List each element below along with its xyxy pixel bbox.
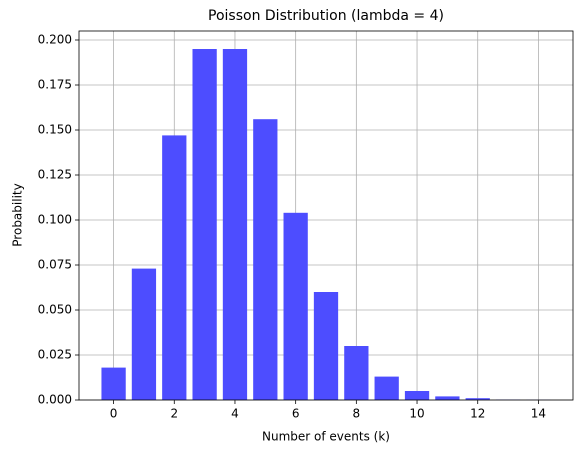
bar (435, 396, 460, 400)
bar (192, 49, 217, 400)
y-tick-label: 0.075 (38, 258, 72, 272)
plot-frame (78, 30, 574, 401)
x-axis-label: Number of events (k) (262, 430, 390, 444)
y-tick-label: 0.175 (38, 78, 72, 92)
x-tick-label: 12 (470, 407, 485, 421)
y-tick-label: 0.125 (38, 168, 72, 182)
x-tick-label: 10 (409, 407, 424, 421)
y-tick-label: 0.025 (38, 348, 72, 362)
y-axis-label: Probability (11, 183, 25, 246)
bar (101, 367, 126, 400)
bar (131, 268, 157, 400)
bar (253, 119, 278, 400)
chart-title: Poisson Distribution (lambda = 4) (208, 8, 444, 24)
bar (344, 346, 369, 400)
bar (283, 212, 308, 400)
y-tick-label: 0.050 (38, 303, 72, 317)
bar (222, 49, 248, 400)
x-tick-label: 6 (292, 407, 300, 421)
x-tick-label: 14 (531, 407, 546, 421)
y-tick-label: 0.150 (38, 123, 72, 137)
y-tick-label: 0.100 (38, 213, 72, 227)
y-tick-label: 0.000 (38, 393, 72, 407)
bar (313, 292, 339, 400)
bar (404, 391, 430, 400)
bar (465, 398, 490, 400)
x-tick-label: 2 (170, 407, 178, 421)
bar (162, 135, 187, 400)
x-tick-label: 8 (353, 407, 361, 421)
x-tick-label: 4 (231, 407, 239, 421)
x-tick-label: 0 (110, 407, 118, 421)
bar (374, 376, 399, 400)
y-tick-label: 0.200 (38, 33, 72, 47)
